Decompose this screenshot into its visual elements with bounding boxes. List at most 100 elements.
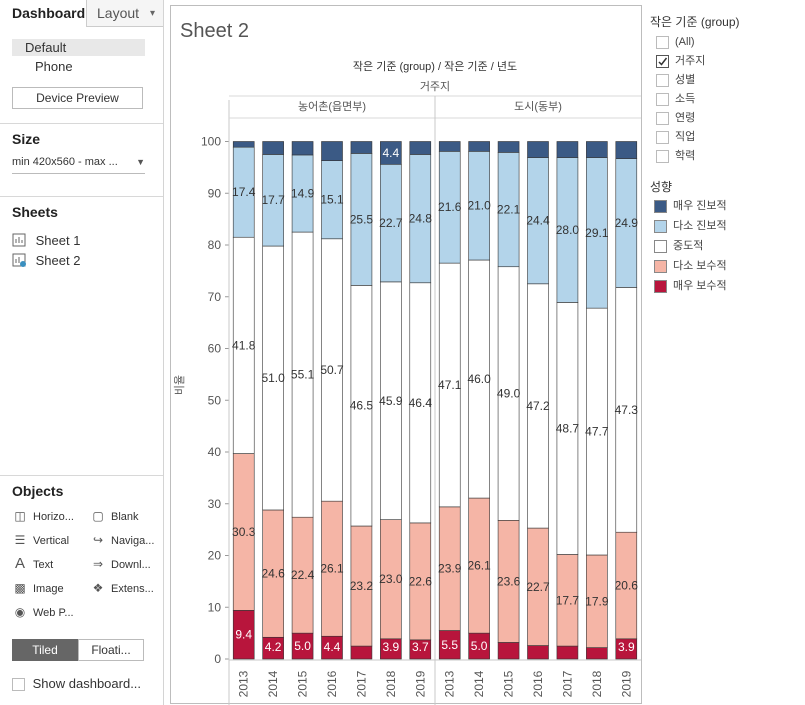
bar-segment[interactable]: [291, 141, 314, 156]
bar-segment[interactable]: [380, 141, 402, 165]
legend-item[interactable]: 중도적: [654, 236, 727, 256]
bar-segment[interactable]: [350, 645, 373, 660]
bar-segment[interactable]: [556, 645, 579, 660]
device-preview-button[interactable]: Device Preview: [12, 87, 143, 109]
bar-segment[interactable]: [321, 141, 343, 161]
legend-item[interactable]: 다소 진보적: [654, 216, 727, 236]
x-tick-label: 2016: [325, 670, 339, 697]
bar-segment[interactable]: [497, 141, 520, 153]
object-label: Web P...: [33, 607, 74, 619]
data-label: 22.4: [291, 568, 315, 582]
tab-dashboard[interactable]: Dashboard: [0, 0, 86, 27]
divider: [0, 196, 163, 197]
legend-label: 다소 진보적: [673, 220, 727, 232]
bar-segment[interactable]: [468, 141, 490, 152]
y-axis-label: 비율: [173, 375, 186, 395]
legend-item[interactable]: 다소 보수적: [654, 256, 727, 276]
legend-swatch: [654, 259, 667, 273]
tab-layout[interactable]: Layout ▾: [86, 0, 163, 27]
filter-item[interactable]: 거주지: [656, 52, 705, 71]
device-default[interactable]: Default: [12, 39, 145, 56]
filter-item-label: 성별: [675, 74, 696, 86]
x-tick-label: 2018: [384, 670, 398, 697]
floating-button[interactable]: Floati...: [78, 639, 144, 661]
filter-item-label: 직업: [675, 131, 696, 143]
bar-segment[interactable]: [527, 141, 549, 158]
x-tick-label: 2013: [443, 670, 457, 697]
y-tick-label: 90: [208, 186, 222, 200]
sheets-title: Sheets: [12, 204, 58, 220]
checkbox: [656, 149, 669, 163]
panel-header: 도시(동부): [514, 100, 562, 113]
x-tick-label: 2015: [502, 670, 516, 697]
y-tick-label: 20: [208, 549, 222, 563]
y-tick-label: 10: [208, 600, 222, 614]
filter-item[interactable]: 학력: [656, 147, 705, 166]
object-label: Image: [33, 583, 64, 595]
data-label: 17.7: [261, 193, 285, 207]
bar-segment[interactable]: [527, 645, 549, 660]
sheet-label: Sheet 1: [35, 233, 81, 248]
sheet-item[interactable]: Sheet 1: [12, 233, 80, 248]
data-label: 41.8: [232, 338, 256, 352]
tiled-button[interactable]: Tiled: [12, 639, 78, 661]
filter-item[interactable]: 연령: [656, 109, 705, 128]
bar-segment[interactable]: [409, 141, 432, 155]
legend-swatch: [654, 239, 667, 253]
objects-title: Objects: [12, 483, 64, 499]
legend-label: 매우 진보적: [673, 200, 727, 212]
filter-item[interactable]: 소득: [656, 90, 705, 109]
y-tick-label: 40: [208, 445, 222, 459]
object-label: Blank: [111, 511, 139, 523]
legend-item[interactable]: 매우 보수적: [654, 276, 727, 296]
device-phone[interactable]: Phone: [35, 59, 73, 74]
object-image[interactable]: ▩ Image: [12, 580, 64, 596]
data-label: 4.4: [324, 640, 341, 654]
data-label: 20.6: [615, 579, 639, 593]
object-download[interactable]: ⇒ Downl...: [90, 556, 151, 572]
filter-item[interactable]: 직업: [656, 128, 705, 147]
object-extension[interactable]: ❖ Extens...: [90, 580, 154, 596]
worksheet-icon: [12, 233, 26, 247]
legend-label: 매우 보수적: [673, 280, 727, 292]
show-dashboard-title-checkbox[interactable]: Show dashboard...: [12, 676, 141, 692]
bar-segment[interactable]: [556, 141, 579, 158]
sheet-item[interactable]: Sheet 2: [12, 253, 80, 268]
size-dropdown[interactable]: min 420x560 - max ... ▼: [12, 153, 145, 174]
object-vertical[interactable]: ☰ Vertical: [12, 532, 69, 548]
data-label: 21.0: [467, 199, 491, 213]
bar-segment[interactable]: [232, 141, 255, 148]
data-label: 22.1: [497, 203, 521, 217]
bar-segment[interactable]: [497, 642, 520, 660]
object-navigation[interactable]: ↪ Naviga...: [90, 532, 154, 548]
x-tick-label: 2014: [472, 670, 486, 697]
object-web-page[interactable]: ◉ Web P...: [12, 604, 74, 620]
checkmark-icon: [658, 57, 668, 66]
bar-segment[interactable]: [438, 141, 461, 152]
bar-segment[interactable]: [586, 141, 608, 158]
bar-segment[interactable]: [615, 141, 638, 159]
group-header: 거주지: [420, 80, 450, 93]
bar-segment[interactable]: [350, 141, 373, 154]
legend-item[interactable]: 매우 진보적: [654, 196, 727, 216]
data-label: 47.2: [526, 399, 550, 413]
chevron-down-icon: ▼: [136, 157, 145, 167]
bar-segment[interactable]: [262, 141, 284, 155]
filter-item[interactable]: 성별: [656, 71, 705, 90]
object-blank[interactable]: ▢ Blank: [90, 508, 139, 524]
legend-swatch: [654, 219, 667, 233]
filter-item[interactable]: (All): [656, 33, 705, 52]
object-label: Downl...: [111, 559, 151, 571]
data-label: 28.0: [556, 223, 580, 237]
data-label: 4.4: [383, 146, 400, 160]
object-horizontal[interactable]: ◫ Horizo...: [12, 508, 74, 524]
x-tick-label: 2014: [266, 670, 280, 697]
sheet-label: Sheet 2: [35, 253, 81, 268]
vertical-icon: ☰: [14, 533, 26, 547]
data-label: 17.4: [232, 185, 256, 199]
bar-segment[interactable]: [586, 647, 608, 660]
object-text[interactable]: A Text: [12, 556, 53, 572]
